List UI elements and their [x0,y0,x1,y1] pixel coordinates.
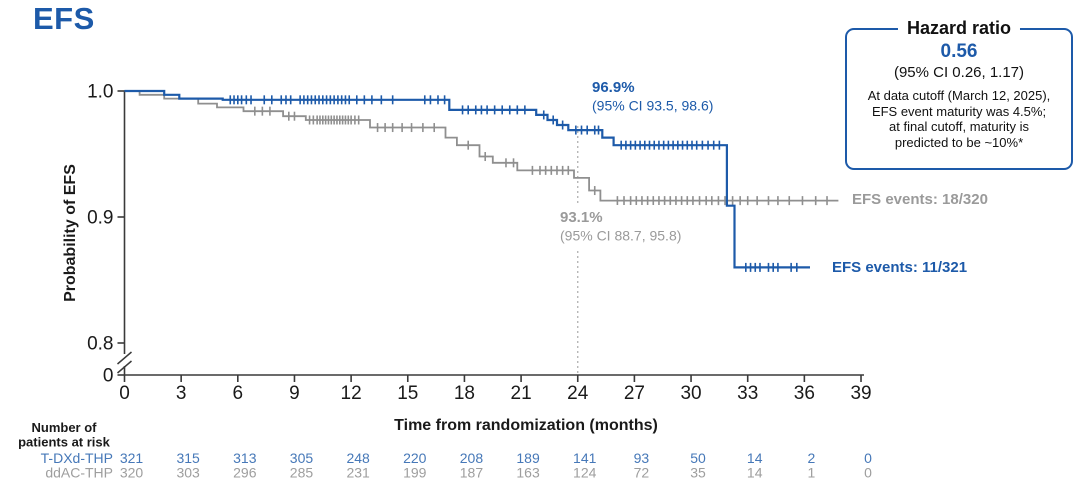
censor-ticks-ddAC-THP [254,106,828,206]
x-tick-label-30: 30 [680,383,701,404]
page-title: EFS [33,1,95,36]
risk-table-header-line-1: Number of [32,420,98,435]
risk-value-T-DXd-THP-m9: 305 [290,450,314,466]
risk-value-ddAC-THP-m39: 0 [864,465,872,481]
risk-value-T-DXd-THP-m33: 14 [747,450,763,466]
x-axis-title: Time from randomization (months) [394,417,658,434]
censor-ticks-T-DXd-THP [229,95,798,272]
risk-value-T-DXd-THP-m30: 50 [690,450,706,466]
landmark-ci-ddAC-THP: (95% CI 88.7, 95.8) [560,228,681,244]
risk-value-ddAC-THP-m9: 285 [290,465,314,481]
hazard-ratio-value: 0.56 [940,41,978,62]
x-tick-label-0: 0 [119,383,130,404]
risk-value-ddAC-THP-m0: 320 [120,465,144,481]
risk-value-T-DXd-THP-m27: 93 [634,450,650,466]
hazard-ratio-note: At data cutoff (March 12, 2025), EFS eve… [847,88,1071,150]
risk-value-ddAC-THP-m36: 1 [807,465,815,481]
x-tick-label-6: 6 [233,383,244,404]
risk-value-T-DXd-THP-m18: 208 [460,450,484,466]
event-count-label-T-DXd-THP: EFS events: 11/321 [832,259,967,276]
hazard-note-line-3: at final cutoff, maturity is [889,119,1029,134]
x-tick-label-24: 24 [567,383,589,404]
risk-value-ddAC-THP-m15: 199 [403,465,427,481]
risk-row-label-T-DXd-THP: T-DXd-THP [41,450,113,466]
risk-value-T-DXd-THP-m0: 321 [120,450,144,466]
risk-table-header-line-2: patients at risk [18,435,111,450]
hazard-ratio-title: Hazard ratio [897,18,1021,39]
x-tick-label-21: 21 [511,383,532,404]
annotation-bg-ddAC-THP [553,205,699,249]
hazard-ratio-ci: (95% CI 0.26, 1.17) [893,64,1025,81]
landmark-ci-T-DXd-THP: (95% CI 93.5, 98.6) [592,98,713,114]
y-tick-label-0: 0 [103,366,114,387]
x-tick-label-39: 39 [850,383,871,404]
x-tick-label-3: 3 [176,383,187,404]
risk-value-ddAC-THP-m3: 303 [176,465,200,481]
risk-value-ddAC-THP-m27: 72 [634,465,650,481]
axis-break-slash-1 [117,351,132,365]
x-tick-label-15: 15 [397,383,418,404]
hazard-note-line-4: predicted to be ~10%* [894,134,1024,150]
risk-value-T-DXd-THP-m12: 248 [346,450,370,466]
risk-value-T-DXd-THP-m6: 313 [233,450,257,466]
risk-row-label-ddAC-THP: ddAC-THP [45,465,113,481]
x-tick-label-12: 12 [341,383,362,404]
risk-value-ddAC-THP-m6: 296 [233,465,257,481]
x-tick-label-18: 18 [454,383,475,404]
risk-value-T-DXd-THP-m36: 2 [807,450,815,466]
risk-value-ddAC-THP-m21: 163 [516,465,540,481]
hazard-note-line-1: At data cutoff (March 12, 2025), [867,88,1051,103]
y-axis-title: Probability of EFS [62,164,79,302]
risk-value-ddAC-THP-m30: 35 [690,465,706,481]
risk-value-T-DXd-THP-m24: 141 [573,450,597,466]
risk-value-ddAC-THP-m24: 124 [573,465,597,481]
risk-value-ddAC-THP-m18: 187 [460,465,484,481]
x-tick-label-33: 33 [737,383,758,404]
event-count-label-ddAC-THP: EFS events: 18/320 [852,191,988,208]
axis-break-slash-2 [117,360,132,374]
risk-value-ddAC-THP-m33: 14 [747,465,763,481]
y-tick-label-0.9: 0.9 [87,208,113,229]
x-tick-label-27: 27 [624,383,645,404]
risk-value-T-DXd-THP-m21: 189 [516,450,540,466]
landmark-pct-T-DXd-THP: 96.9% [592,79,635,96]
landmark-pct-ddAC-THP: 93.1% [560,209,603,226]
hazard-ratio-box: Hazard ratio 0.56 (95% CI 0.26, 1.17) At… [845,18,1073,170]
risk-value-T-DXd-THP-m3: 315 [176,450,200,466]
y-tick-label-0.8: 0.8 [87,334,113,355]
risk-value-T-DXd-THP-m15: 220 [403,450,427,466]
km-curve-T-DXd-THP [124,89,810,269]
risk-value-ddAC-THP-m12: 231 [346,465,370,481]
y-tick-label-1.0: 1.0 [87,82,113,103]
x-tick-label-9: 9 [289,383,300,404]
hazard-note-line-2: EFS event maturity was 4.5%; [871,103,1047,119]
km-curve-ddAC-THP [124,90,839,202]
x-tick-label-36: 36 [794,383,815,404]
risk-value-T-DXd-THP-m39: 0 [864,450,872,466]
